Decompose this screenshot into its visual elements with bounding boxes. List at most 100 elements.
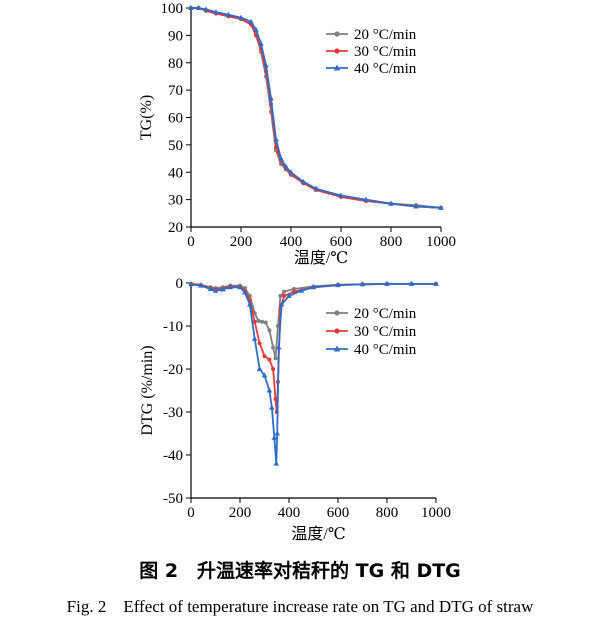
dtg-data-point: [198, 282, 204, 288]
tg-data-point: [413, 203, 419, 209]
dtg-data-point: [267, 357, 272, 362]
dtg-data-point: [252, 319, 257, 324]
tg-legend-marker: [334, 31, 340, 37]
dtg-data-point: [269, 404, 275, 410]
dtg-data-point: [282, 293, 287, 298]
dtg-data-point: [261, 372, 268, 378]
dtg-data-point: [212, 287, 219, 293]
tg-data-point: [238, 14, 244, 20]
dtg-data-point: [262, 354, 267, 359]
dtg-data-point: [251, 335, 258, 341]
tg-x-tick-label: 600: [330, 234, 353, 250]
tg-data-point: [268, 95, 274, 101]
tg-data-point: [273, 136, 279, 142]
dtg-legend-label: 30 °C/min: [354, 324, 417, 340]
dtg-y-axis-label: DTG (%/min): [139, 345, 156, 435]
tg-y-tick-label: 50: [168, 138, 183, 154]
dtg-data-point: [278, 301, 285, 307]
dtg-y-tick-label: -50: [163, 491, 183, 507]
dtg-data-point: [263, 320, 268, 325]
dtg-data-point: [282, 289, 287, 294]
tg-legend-marker: [334, 48, 340, 54]
dtg-data-point: [274, 430, 281, 436]
dtg-data-point: [237, 284, 243, 290]
dtg-data-point: [256, 366, 263, 371]
dtg-data-point: [273, 356, 278, 361]
dtg-data-point: [260, 319, 265, 324]
dtg-data-point: [266, 387, 273, 393]
dtg-data-point: [271, 345, 276, 350]
tg-data-point: [225, 11, 232, 17]
dtg-legend-marker: [334, 328, 340, 334]
dtg-legend-marker: [334, 310, 340, 316]
tg-y-tick-label: 100: [161, 1, 184, 17]
dtg-legend-marker: [333, 345, 341, 352]
tg-data-point: [313, 185, 319, 191]
dtg-x-tick-label: 600: [327, 505, 350, 521]
dtg-x-tick-label: 1000: [421, 505, 451, 521]
dtg-legend-label: 40 °C/min: [354, 342, 417, 358]
tg-data-point: [278, 155, 284, 161]
dtg-data-point: [271, 367, 276, 371]
dtg-x-tick-label: 0: [187, 505, 195, 521]
figure: 0 200 400 600 800 1000 20 30 40 50 60 70 80 90 100 温度/℃…: [138, 1, 456, 543]
dtg-x-tick-label: 200: [229, 505, 252, 521]
dtg-data-point: [227, 284, 233, 290]
dtg-legend-label: 20 °C/min: [354, 306, 417, 322]
tg-data-point: [338, 192, 344, 198]
dtg-data-point: [335, 282, 341, 288]
dtg-data-point: [286, 292, 292, 298]
tg-data-point: [363, 196, 369, 202]
dtg-y-tick-label: -10: [163, 319, 183, 335]
tg-y-axis-label: TG(%): [138, 95, 155, 140]
dtg-data-point: [256, 318, 261, 323]
dtg-data-point: [310, 284, 317, 290]
tg-x-axis-label: 温度/℃: [294, 249, 348, 267]
tg-data-point: [248, 18, 254, 24]
dtg-data-point: [275, 344, 282, 350]
tg-data-point: [253, 26, 259, 32]
tg-y-tick-label: 60: [168, 111, 183, 127]
dtg-data-point: [273, 397, 278, 402]
tg-panel: 0 200 400 600 800 1000 20 30 40 50 60 70 80 90 100 温度/℃…: [138, 1, 456, 267]
dtg-data-point: [433, 280, 439, 286]
tg-data-point: [188, 5, 194, 10]
tg-data-point: [388, 200, 394, 206]
dtg-data-point: [188, 281, 194, 287]
tg-x-tick-label: 400: [280, 234, 303, 250]
tg-data-point: [195, 5, 202, 10]
figure-caption-english: Fig. 2 Effect of temperature increase ra…: [66, 597, 534, 616]
tg-x-tick-label: 1000: [426, 234, 456, 250]
tg-y-tick-label: 70: [168, 83, 183, 99]
tg-legend-label: 30 °C/min: [354, 44, 417, 60]
tg-y-tick-label: 20: [168, 220, 183, 236]
tg-data-point: [203, 6, 209, 12]
tg-y-tick-label: 40: [168, 165, 183, 181]
dtg-x-axis-label: 温度/℃: [291, 525, 345, 543]
dtg-data-point: [220, 286, 226, 292]
tg-y-tick-label: 80: [168, 56, 183, 72]
tg-data-point: [263, 62, 269, 68]
dtg-data-point: [384, 280, 390, 286]
dtg-data-point: [267, 328, 272, 333]
dtg-y-tick-label: -40: [163, 448, 183, 464]
tg-x-tick-label: 800: [380, 234, 403, 250]
dtg-x-tick-label: 400: [278, 505, 301, 521]
dtg-data-point: [273, 460, 280, 466]
tg-data-point: [288, 169, 294, 175]
tg-data-point: [438, 204, 444, 210]
tg-data-point: [213, 9, 219, 15]
tg-x-tick-label: 0: [187, 234, 195, 250]
dtg-data-point: [247, 301, 253, 307]
dtg-data-point: [271, 434, 278, 440]
dtg-data-point: [408, 280, 415, 286]
tg-legend-label: 40 °C/min: [354, 61, 417, 77]
dtg-y-tick-label: -20: [163, 362, 183, 378]
dtg-panel: 0 200 400 600 800 1000 0 -10 -20 -30 -40 -50 温度/℃ DTG…: [139, 276, 451, 543]
tg-series-line-2: [191, 7, 442, 209]
dtg-data-point: [207, 286, 214, 292]
tg-y-tick-label: 30: [168, 193, 183, 209]
tg-x-tick-label: 200: [230, 234, 253, 250]
dtg-data-point: [242, 289, 248, 295]
dtg-data-point: [298, 287, 305, 293]
